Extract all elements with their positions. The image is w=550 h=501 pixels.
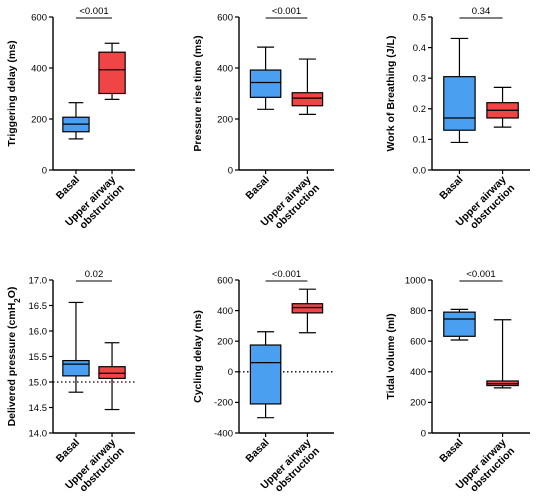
y-tick-label: 800	[410, 306, 426, 317]
box-basal	[443, 308, 476, 341]
y-axis-label: Pressure rise time (ms)	[192, 35, 204, 151]
box-iqr	[249, 344, 282, 405]
y-tick-label: 600	[217, 12, 233, 23]
box-basal	[249, 46, 282, 110]
box-iqr	[249, 69, 282, 98]
box-upper-airway-obstruction	[98, 42, 126, 100]
y-tick-label: 400	[31, 63, 47, 74]
y-tick-label: 200	[217, 114, 233, 125]
chart-panel-6: 0 200 400 600 800 1000 Tidal volume (ml) <0.001…	[385, 269, 530, 494]
x-category-label: Basal	[243, 174, 271, 202]
x-category-label: Basal	[54, 174, 82, 202]
x-category-label: Basal	[243, 437, 271, 465]
y-tick-label: 400	[217, 306, 233, 317]
box-iqr	[443, 311, 476, 337]
box-upper-airway-obstruction	[486, 86, 519, 128]
y-tick-label: 0.5	[413, 12, 426, 23]
y-tick-label: 0.2	[413, 104, 426, 115]
p-value-label: 0.34	[472, 6, 491, 17]
chart-panel-3: 0.0 0.1 0.2 0.3 0.4 0.5 Work of Breathing (J/L…	[385, 6, 530, 231]
y-tick-label: 15.0	[29, 377, 48, 388]
y-tick-label: 0.0	[413, 165, 426, 176]
box-iqr	[62, 359, 90, 377]
box-upper-airway-obstruction	[291, 58, 324, 116]
y-axis-label: Delivered pressure (cmH2O)	[6, 287, 22, 427]
box-iqr	[98, 51, 126, 95]
box-iqr	[291, 92, 324, 107]
y-tick-label: 14.0	[29, 428, 48, 439]
y-tick-label: 17.0	[29, 275, 48, 286]
y-axis-label: Cycling delay (ms)	[192, 310, 204, 403]
y-tick-label: 16.5	[29, 301, 48, 312]
y-tick-label: 0	[228, 367, 233, 378]
y-tick-label: 0	[228, 165, 233, 176]
p-value-label: 0.02	[85, 269, 104, 280]
p-value-label: <0.001	[466, 269, 495, 280]
y-tick-label: 200	[410, 398, 426, 409]
y-tick-label: 0.4	[413, 43, 426, 54]
y-tick-label: 1000	[405, 275, 426, 286]
y-tick-label: 200	[217, 337, 233, 348]
chart-panel-4: 14.0 14.5 15.0 15.5 16.0 16.5 17.0 Delivered pr…	[6, 269, 135, 494]
y-tick-label: 0	[42, 165, 47, 176]
y-tick-label: 0	[421, 428, 426, 439]
p-value-label: <0.001	[79, 6, 108, 17]
p-value-label: <0.001	[272, 269, 301, 280]
chart-panel-1: 0 200 400 600 Triggering delay (ms) <0.001 Bas…	[6, 6, 135, 231]
box-iqr	[98, 366, 126, 380]
y-tick-label: 400	[217, 63, 233, 74]
box-basal	[62, 102, 90, 140]
p-value-label: <0.001	[272, 6, 301, 17]
y-tick-label: 0.3	[413, 74, 426, 85]
x-category-label: Basal	[54, 437, 82, 465]
box-basal	[249, 331, 282, 419]
y-tick-label: 600	[217, 275, 233, 286]
y-tick-label: 600	[31, 12, 47, 23]
y-tick-label: 15.5	[29, 352, 48, 363]
box-iqr	[291, 303, 324, 314]
y-tick-label: -400	[214, 428, 233, 439]
box-iqr	[443, 76, 476, 131]
y-tick-label: 14.5	[29, 403, 48, 414]
y-axis-label: Work of Breathing (J/L)	[385, 36, 397, 152]
chart-panel-2: 0 200 400 600 Pressure rise time (ms) <0.001 B…	[192, 6, 334, 231]
y-tick-label: 600	[410, 337, 426, 348]
box-upper-airway-obstruction	[291, 288, 324, 334]
y-tick-label: -200	[214, 398, 233, 409]
x-category-label: Basal	[437, 174, 465, 202]
y-tick-label: 0.1	[413, 135, 426, 146]
box-basal	[443, 37, 476, 144]
y-tick-label: 16.0	[29, 326, 48, 337]
box-upper-airway-obstruction	[486, 319, 519, 389]
y-tick-label: 400	[410, 367, 426, 378]
y-tick-label: 200	[31, 114, 47, 125]
y-axis-label: Tidal volume (ml)	[385, 313, 397, 399]
x-category-label: Basal	[437, 437, 465, 465]
chart-panel-5: -400 -200 0 200 400 600 Cycling delay (ms) <0.0…	[192, 269, 334, 494]
y-axis-label: Triggering delay (ms)	[6, 40, 18, 146]
box-upper-airway-obstruction	[98, 342, 126, 411]
box-basal	[62, 301, 90, 393]
